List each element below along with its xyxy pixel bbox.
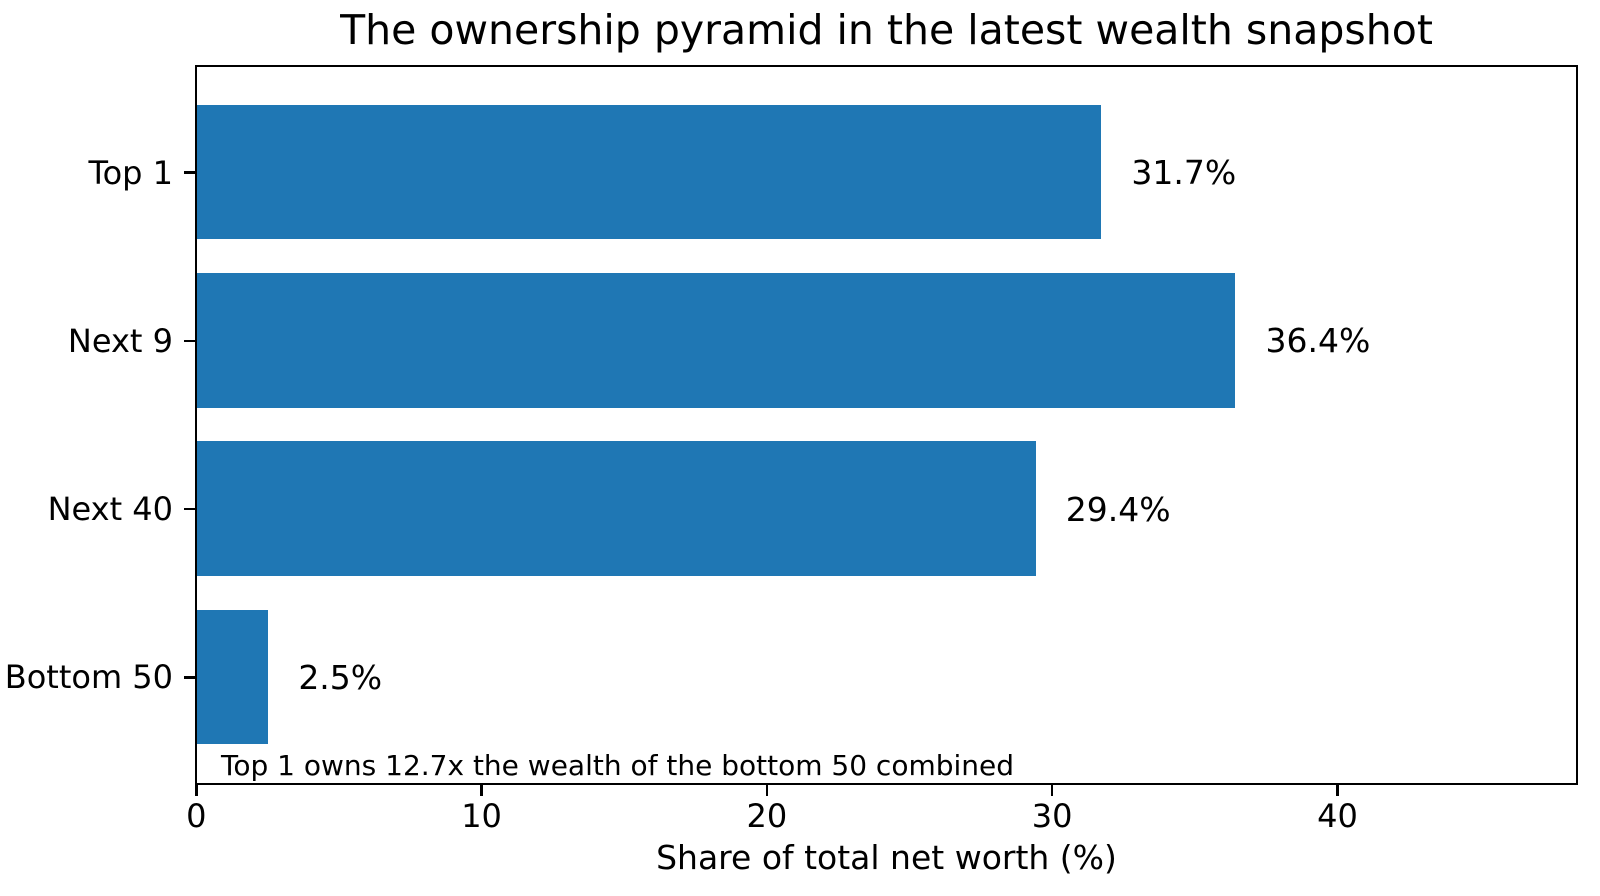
x-tick-label: 0 bbox=[186, 797, 207, 835]
x-tick-mark bbox=[480, 784, 483, 796]
bar-value-label: 29.4% bbox=[1065, 489, 1171, 529]
y-tick-mark bbox=[184, 507, 195, 511]
bar bbox=[197, 441, 1036, 576]
annotation: Top 1 owns 12.7x the wealth of the botto… bbox=[221, 749, 1015, 782]
y-tick-mark bbox=[184, 171, 195, 174]
y-tick-mark bbox=[184, 339, 195, 343]
y-tick-label: Next 40 bbox=[47, 490, 173, 529]
x-tick-label: 40 bbox=[1317, 797, 1358, 835]
x-tick-label: 10 bbox=[461, 797, 502, 835]
x-tick-mark bbox=[195, 784, 198, 796]
x-tick-label: 20 bbox=[746, 797, 788, 835]
bar bbox=[197, 609, 269, 745]
x-axis-label: Share of total net worth (%) bbox=[656, 838, 1117, 877]
bar bbox=[197, 273, 1236, 408]
bar-value-label: 2.5% bbox=[298, 657, 383, 697]
chart-title: The ownership pyramid in the latest weal… bbox=[340, 6, 1433, 54]
bar-value-label: 36.4% bbox=[1265, 321, 1371, 361]
y-tick-label: Bottom 50 bbox=[4, 658, 173, 697]
bar bbox=[197, 104, 1102, 240]
y-tick-mark bbox=[184, 676, 195, 679]
y-tick-label: Top 1 bbox=[88, 153, 173, 192]
bar-value-label: 31.7% bbox=[1131, 153, 1237, 193]
x-tick-mark bbox=[1050, 784, 1054, 796]
plot-area: 31.7% 36.4% 29.4% 2.5% Top 1 owns 12.7x the… bbox=[195, 65, 1578, 785]
x-tick-mark bbox=[1336, 784, 1339, 796]
x-tick-mark bbox=[765, 784, 769, 796]
y-tick-label: Next 9 bbox=[67, 321, 173, 360]
x-tick-label: 30 bbox=[1031, 797, 1073, 835]
